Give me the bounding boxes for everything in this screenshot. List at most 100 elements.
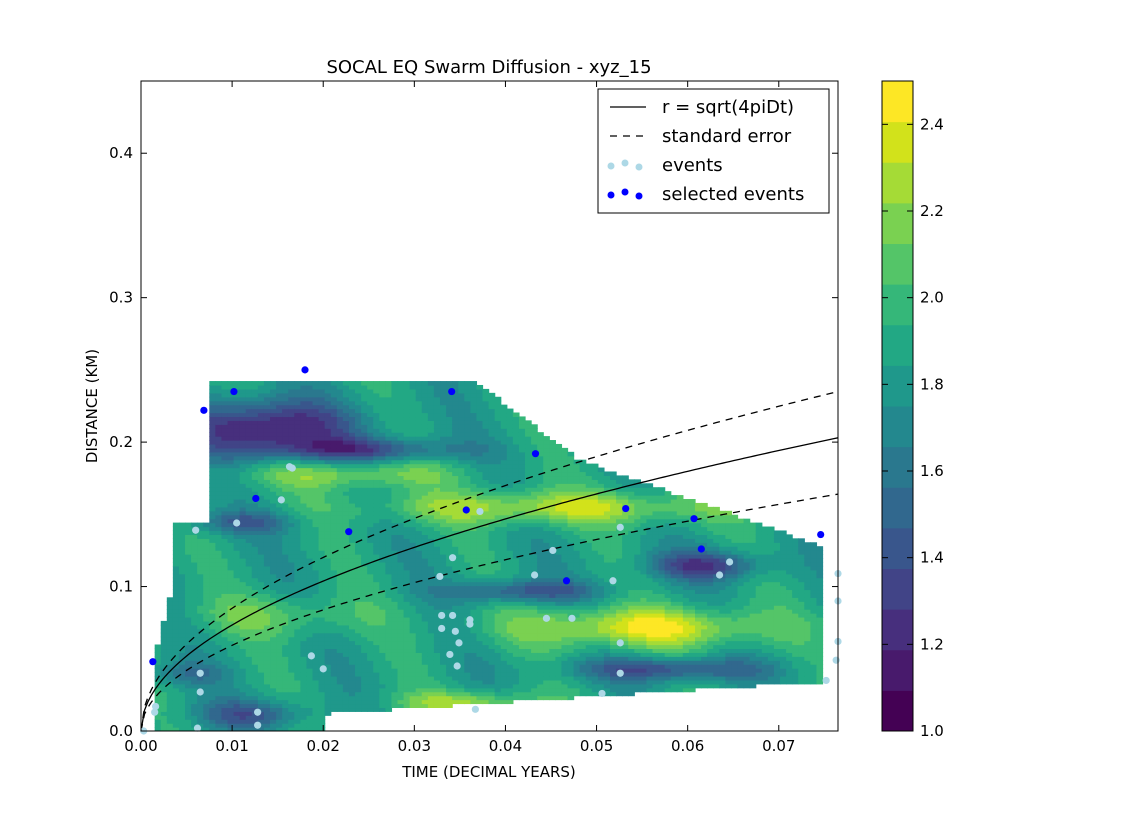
contour-cell <box>288 388 295 394</box>
contour-cell <box>494 660 502 665</box>
contour-cell <box>367 624 374 630</box>
contour-cell <box>488 447 496 453</box>
contour-cell <box>391 640 399 646</box>
contour-cell <box>257 475 265 480</box>
contour-cell <box>288 648 295 653</box>
contour-cell <box>257 487 265 492</box>
contour-cell <box>373 707 380 712</box>
contour-cell <box>294 620 301 626</box>
contour-cell <box>403 495 411 500</box>
contour-cell <box>433 691 441 697</box>
contour-cell <box>348 400 356 406</box>
contour-cell <box>318 542 326 547</box>
contour-cell <box>409 589 417 594</box>
contour-cell <box>531 628 538 634</box>
contour-cell <box>160 707 168 712</box>
contour-cell <box>245 648 253 653</box>
contour-cell <box>361 597 368 602</box>
contour-cell <box>178 554 186 559</box>
contour-cell <box>385 569 393 575</box>
contour-cell <box>421 557 429 563</box>
contour-cell <box>470 554 478 559</box>
contour-cell <box>227 432 235 437</box>
contour-cell <box>470 487 478 492</box>
contour-cell <box>270 447 277 453</box>
contour-cell <box>525 597 532 602</box>
contour-cell <box>415 440 423 445</box>
contour-cell <box>215 471 223 477</box>
contour-cell <box>379 443 386 449</box>
contour-cell <box>300 396 308 402</box>
contour-cell <box>525 534 532 539</box>
contour-cell <box>379 640 386 646</box>
contour-cell <box>397 569 405 575</box>
contour-cell <box>348 392 356 398</box>
contour-cell <box>270 416 277 421</box>
contour-cell <box>282 499 289 504</box>
contour-cell <box>537 624 544 630</box>
contour-cell <box>245 388 253 394</box>
contour-cell <box>160 719 168 724</box>
contour-cell <box>440 691 447 697</box>
contour-cell <box>263 424 271 429</box>
contour-cell <box>318 636 326 642</box>
contour-cell <box>452 656 459 661</box>
contour-cell <box>440 542 447 547</box>
contour-cell <box>300 440 308 445</box>
contour-cell <box>227 727 235 731</box>
contour-cell <box>440 416 447 421</box>
contour-cell <box>518 550 526 555</box>
contour-cell <box>300 727 308 731</box>
contour-cell <box>197 632 204 638</box>
contour-cell <box>330 601 338 606</box>
contour-cell <box>494 565 502 571</box>
contour-cell <box>270 585 277 591</box>
contour-cell <box>209 443 216 449</box>
contour-cell <box>233 703 241 709</box>
contour-cell <box>446 428 453 433</box>
contour-cell <box>336 416 344 421</box>
contour-cell <box>476 420 484 425</box>
contour-cell <box>427 703 435 709</box>
contour-cell <box>263 479 271 484</box>
contour-cell <box>361 656 368 661</box>
contour-cell <box>379 499 386 504</box>
contour-cell <box>227 664 235 669</box>
contour-cell <box>458 420 465 425</box>
contour-cell <box>270 656 277 661</box>
contour-cell <box>342 459 350 465</box>
contour-cell <box>452 463 459 469</box>
contour-cell <box>324 518 332 524</box>
contour-cell <box>294 609 301 614</box>
contour-cell <box>239 585 247 591</box>
contour-cell <box>397 656 405 661</box>
contour-cell <box>385 636 393 642</box>
contour-cell <box>537 518 544 524</box>
contour-cell <box>367 668 374 673</box>
contour-cell <box>318 632 326 638</box>
contour-cell <box>215 624 223 630</box>
contour-cell <box>227 557 235 563</box>
contour-cell <box>312 711 320 716</box>
contour-cell <box>251 550 259 555</box>
contour-cell <box>525 624 532 630</box>
contour-cell <box>330 467 338 473</box>
contour-cell <box>433 609 441 614</box>
contour-cell <box>506 691 514 697</box>
contour-cell <box>342 400 350 406</box>
contour-cell <box>470 506 478 512</box>
contour-cell <box>488 471 496 477</box>
contour-cell <box>276 687 283 693</box>
contour-cell <box>342 616 350 622</box>
contour-cell <box>324 554 332 559</box>
contour-cell <box>446 495 453 500</box>
contour-cell <box>464 518 471 524</box>
contour-cell <box>342 613 350 618</box>
contour-cell <box>221 573 229 579</box>
contour-cell <box>221 432 229 437</box>
contour-cell <box>270 609 277 614</box>
contour-cell <box>209 451 216 457</box>
contour-cell <box>421 687 429 693</box>
contour-cell <box>397 589 405 594</box>
contour-cell <box>227 546 235 551</box>
